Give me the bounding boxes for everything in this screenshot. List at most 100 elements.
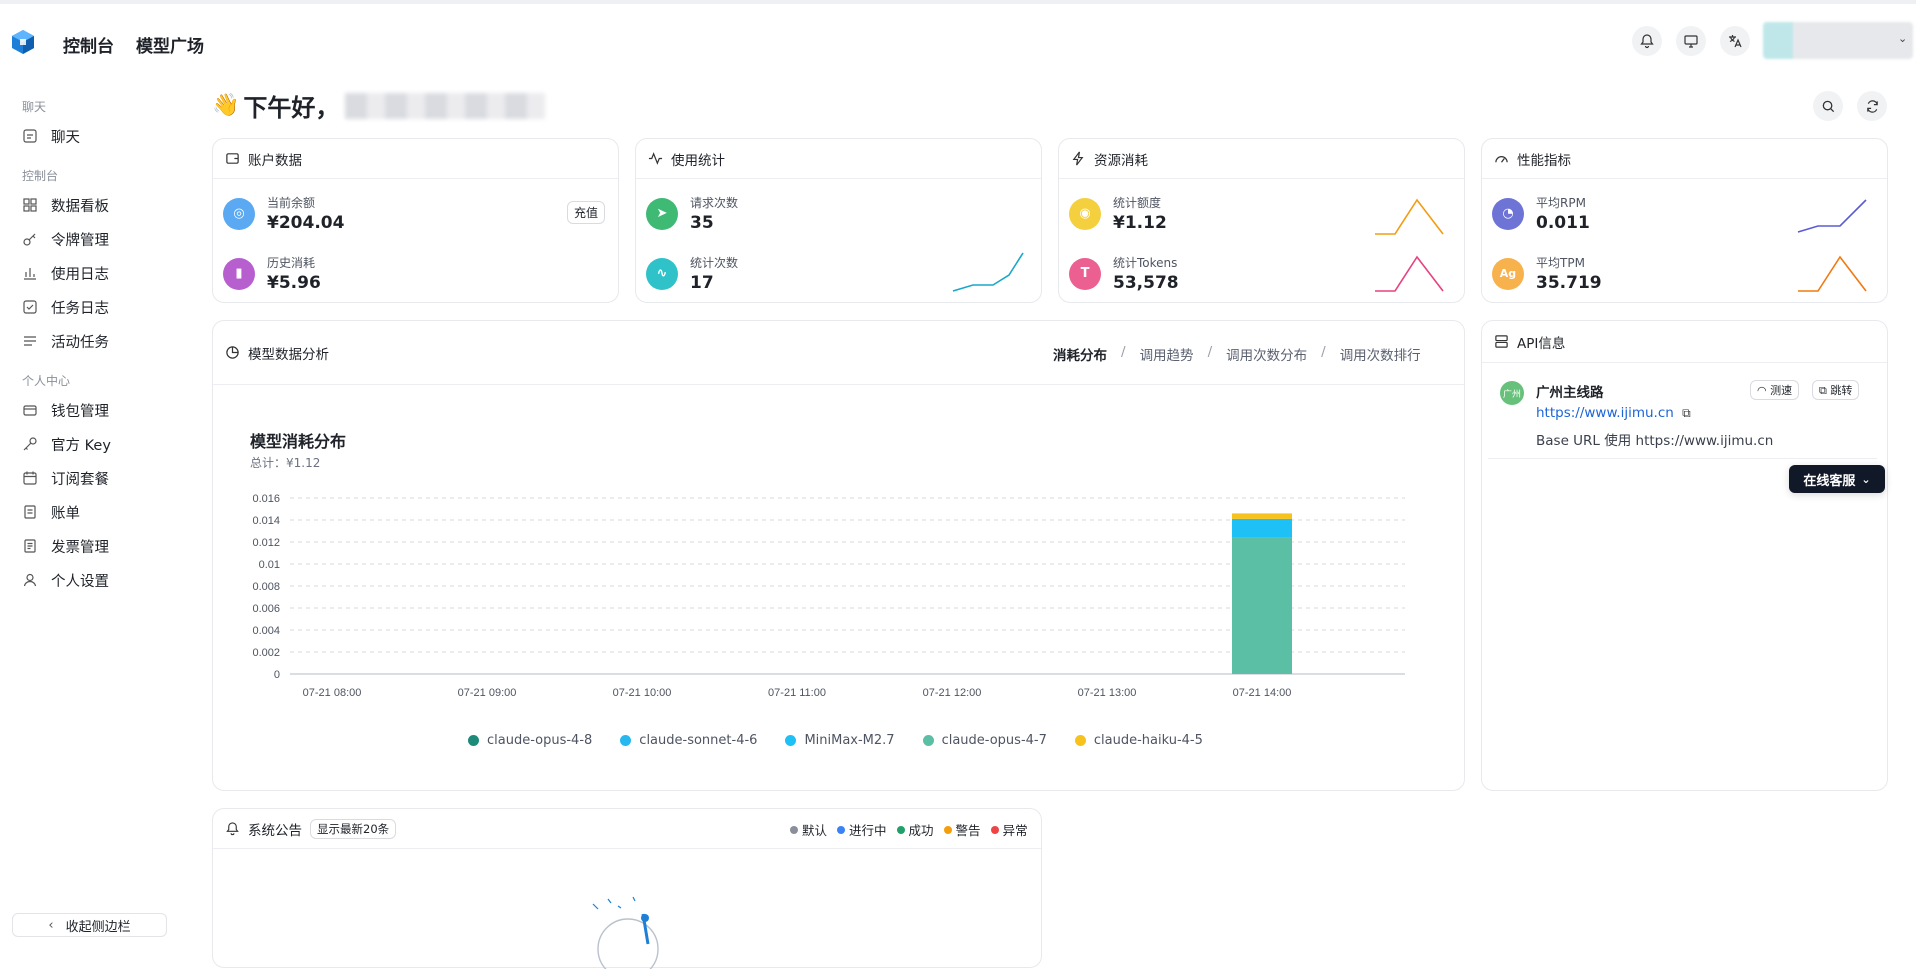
notice-status-legend: 默认 进行中 成功 警告 异常 <box>790 820 1028 839</box>
sidebar-item-active-tasks[interactable]: 活动任务 <box>22 329 109 353</box>
bar-chart-icon <box>24 268 36 280</box>
empty-illustration-icon <box>592 896 659 969</box>
recharge-button[interactable]: 充值 <box>567 201 606 224</box>
search-button[interactable] <box>1813 91 1843 121</box>
balance-label: 当前余额 <box>267 196 316 210</box>
api-card-title: API信息 <box>1517 335 1566 352</box>
chat-icon <box>23 129 37 143</box>
nav-console[interactable]: 控制台 <box>63 37 114 57</box>
calendar-clock-icon <box>23 471 37 485</box>
legend-label: claude-opus-4-8 <box>487 733 593 748</box>
sidebar-group-personal: 个人中心 <box>22 374 71 388</box>
legend-item[interactable]: claude-haiku-4-5 <box>1074 733 1203 748</box>
analysis-card-title: 模型数据分析 <box>248 346 329 363</box>
tab-call-count-distribution[interactable]: 调用次数分布 <box>1226 348 1308 364</box>
lightning-icon <box>1072 151 1084 166</box>
tab-consumption-distribution[interactable]: 消耗分布 <box>1053 348 1107 364</box>
x-tick-label: 07-21 13:00 <box>1078 687 1137 699</box>
notification-button[interactable] <box>1632 26 1662 56</box>
api-url-text: https://www.ijimu.cn <box>1536 405 1674 421</box>
document-icon <box>24 539 36 553</box>
sidebar-item-label: 数据看板 <box>51 198 109 215</box>
sidebar-item-chat[interactable]: 聊天 <box>22 124 80 148</box>
count-label: 统计次数 <box>690 256 739 270</box>
sidebar-item-subscription[interactable]: 订阅套餐 <box>22 466 109 490</box>
notice-count-badge: 显示最新20条 <box>310 818 397 839</box>
performance-card: 性能指标 ◔ 平均RPM 0.011 Ag 平均TPM 35.719 <box>1481 138 1888 303</box>
sidebar-item-bill[interactable]: 账单 <box>22 500 80 524</box>
notice-title: 系统公告 <box>248 822 302 839</box>
sidebar-item-dashboard[interactable]: 数据看板 <box>22 193 109 217</box>
chevron-down-icon[interactable]: ⌄ <box>1898 32 1908 45</box>
language-button[interactable] <box>1720 26 1750 56</box>
status-dot <box>943 825 952 834</box>
user-avatar[interactable] <box>1763 22 1913 59</box>
legend-label: claude-sonnet-4-6 <box>639 733 758 748</box>
app-logo[interactable] <box>9 28 37 56</box>
legend-swatch <box>468 735 479 746</box>
legend-item[interactable]: MiniMax-M2.7 <box>785 733 895 748</box>
key-icon <box>23 437 37 451</box>
tab-separator: / <box>1321 344 1326 360</box>
translate-icon <box>1729 35 1742 48</box>
usage-card-header: 使用统计 <box>636 139 1041 179</box>
coin-icon: ◉ <box>1069 197 1101 230</box>
activity-icon <box>648 152 663 165</box>
sidebar-item-label: 令牌管理 <box>51 232 109 249</box>
key-icon <box>23 233 36 246</box>
refresh-button[interactable] <box>1857 91 1887 121</box>
y-tick-label: 0.012 <box>252 537 280 549</box>
sidebar-item-invoice[interactable]: 发票管理 <box>22 534 109 558</box>
chart-icon: ▮ <box>223 257 255 290</box>
legend-item[interactable]: claude-opus-4-7 <box>922 733 1047 748</box>
api-url-link[interactable]: https://www.ijimu.cn ⧉ <box>1536 405 1691 421</box>
account-card-title: 账户数据 <box>248 152 302 169</box>
x-tick-label: 07-21 11:00 <box>768 687 826 699</box>
tab-call-count-ranking[interactable]: 调用次数排行 <box>1339 348 1421 364</box>
sidebar-group-chat: 聊天 <box>22 100 47 114</box>
count-value: 17 <box>690 273 714 293</box>
legend-item[interactable]: claude-sonnet-4-6 <box>620 733 757 748</box>
usage-card-title: 使用统计 <box>671 152 725 169</box>
legend-label: MiniMax-M2.7 <box>804 733 895 748</box>
resource-card-title: 资源消耗 <box>1094 152 1148 169</box>
sidebar-item-wallet[interactable]: 钱包管理 <box>22 398 109 422</box>
base-url-note: Base URL 使用 https://www.ijimu.cn <box>1536 433 1774 449</box>
rpm-value: 0.011 <box>1536 213 1590 233</box>
sidebar-item-task-log[interactable]: 任务日志 <box>22 295 109 319</box>
y-tick-label: 0.014 <box>252 515 280 527</box>
copy-icon[interactable]: ⧉ <box>1682 406 1691 420</box>
jump-button[interactable]: ⧉ 跳转 <box>1812 380 1860 400</box>
nav-model-square[interactable]: 模型广场 <box>136 37 204 57</box>
chart-title: 模型消耗分布 <box>250 432 347 451</box>
sidebar-item-label: 个人设置 <box>51 573 109 590</box>
collapse-sidebar-button[interactable]: ‹ 收起侧边栏 <box>12 913 167 937</box>
speed-test-button[interactable]: ◠ 测速 <box>1750 380 1800 400</box>
tpm-label: 平均TPM <box>1536 256 1585 270</box>
performance-card-title: 性能指标 <box>1517 152 1571 169</box>
gauge-icon: ◠ <box>1757 384 1771 397</box>
list-icon <box>24 336 36 346</box>
status-label: 默认 <box>802 823 828 838</box>
status-dot <box>896 825 905 834</box>
history-value: ¥5.96 <box>267 273 321 293</box>
wave-emoji: 👋 <box>212 93 240 118</box>
theme-button[interactable] <box>1676 26 1706 56</box>
online-service-button[interactable]: 在线客服 ⌄ <box>1789 465 1885 493</box>
sidebar-item-official-key[interactable]: 官方 Key <box>22 432 111 456</box>
tab-call-trend[interactable]: 调用趋势 <box>1139 348 1194 364</box>
y-tick-label: 0.004 <box>252 625 280 637</box>
y-tick-label: 0.016 <box>252 493 280 505</box>
sidebar-item-usage-log[interactable]: 使用日志 <box>22 261 109 285</box>
bar-segment-minimax-m2-7 <box>1232 518 1292 538</box>
sidebar-item-tokens[interactable]: 令牌管理 <box>22 227 109 251</box>
x-tick-label: 07-21 10:00 <box>613 687 672 699</box>
route-badge: 广州 <box>1500 381 1524 405</box>
bar-segment-claude-haiku-4-5 <box>1232 513 1292 519</box>
history-stat: ▮ 历史消耗 ¥5.96 <box>223 254 321 293</box>
legend-item[interactable]: claude-opus-4-8 <box>468 733 592 748</box>
sidebar-item-settings[interactable]: 个人设置 <box>22 568 109 592</box>
status-label: 成功 <box>908 823 934 838</box>
sidebar-item-label: 任务日志 <box>51 300 109 317</box>
tpm-stat: Ag 平均TPM 35.719 <box>1492 254 1602 293</box>
